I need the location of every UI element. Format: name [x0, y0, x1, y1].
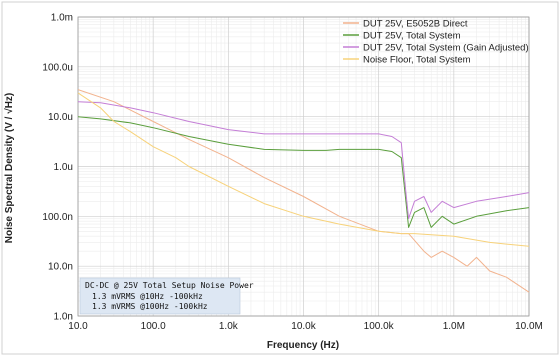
series-layer [77, 89, 530, 293]
series-line-3 [77, 92, 530, 247]
x-tick-label: 10.0M [515, 321, 543, 332]
series-line-2 [77, 101, 530, 220]
y-tick-label: 100.0n [42, 212, 73, 223]
x-tick-label: 1.0M [443, 321, 465, 332]
y-tick-label: 1.0m [51, 13, 73, 24]
y-axis-title: Noise Spectral Density (V / √Hz) [4, 93, 15, 244]
x-tick-label: 100.0 [141, 321, 166, 332]
legend-label: Noise Floor, Total System [363, 55, 471, 66]
x-axis-title: Frequency (Hz) [267, 340, 339, 351]
x-tick-label: 100.0k [364, 321, 395, 332]
annotation-line-2: 1.3 mVRMS @100Hz -100kHz [92, 302, 208, 311]
annotation-box [79, 277, 241, 315]
y-axis-ticks: 1.0n 10.0n 100.0n 1.0u 10.0u 100.0u 1.0m [42, 13, 73, 323]
x-tick-label: 10.0 [68, 321, 88, 332]
y-tick-label: 1.0n [54, 312, 73, 323]
y-tick-label: 10.0u [48, 112, 73, 123]
series-line-1 [77, 116, 530, 228]
annotation-line-1: 1.3 mVRMS @10Hz -100kHz [92, 292, 203, 301]
x-tick-label: 10.0k [291, 321, 316, 332]
legend-label: DUT 25V, Total System (Gain Adjusted) [363, 43, 529, 54]
x-tick-label: 1.0k [219, 321, 239, 332]
legend-label: DUT 25V, E5052B Direct [363, 19, 468, 30]
plot-area [77, 16, 530, 317]
y-tick-label: 10.0n [48, 262, 73, 273]
x-axis-ticks: 10.0 100.0 1.0k 10.0k 100.0k 1.0M 10.0M [68, 321, 543, 332]
y-tick-label: 100.0u [42, 62, 73, 73]
y-tick-label: 1.0u [54, 162, 73, 173]
noise-power-annotation: DC-DC @ 25V Total Setup Noise Power 1.3 … [79, 277, 254, 315]
annotation-title: DC-DC @ 25V Total Setup Noise Power [85, 281, 254, 290]
legend-label: DUT 25V, Total System [363, 31, 461, 42]
